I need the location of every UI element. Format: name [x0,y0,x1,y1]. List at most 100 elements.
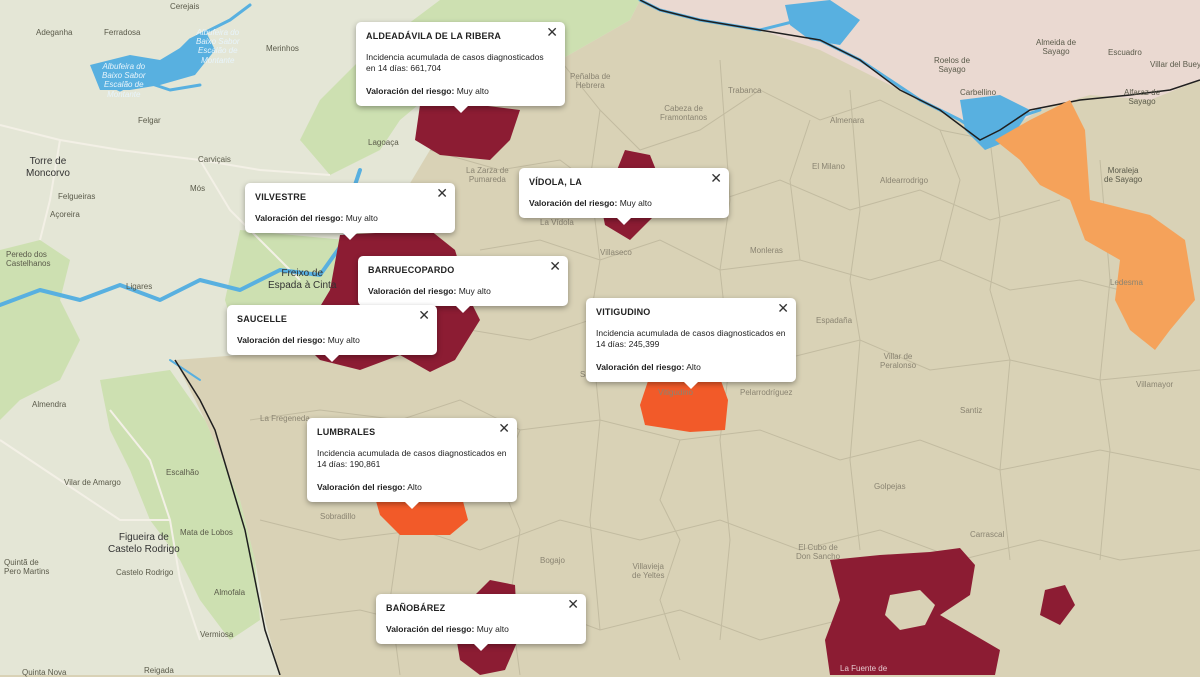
place-label: Almendra [32,400,67,409]
green-area-south [100,370,260,640]
north-land [640,0,1200,140]
popup-risk: Valoración del riesgo: Muy alto [368,285,491,296]
popup-tip [474,644,488,651]
popup-risk: Valoración del riesgo: Muy alto [529,197,652,208]
place-label: Vitigudino [658,388,693,397]
place-label: Villavieja de Yeltes [632,562,665,581]
place-label: Cabeza de Framontanos [660,104,708,123]
place-label: Monleras [750,246,783,255]
close-icon[interactable]: ✕ [498,420,510,436]
popup-vidola[interactable]: VÍDOLA, LA ✕ Valoración del riesgo: Muy … [519,168,729,225]
popup-title: SAUCELLE [237,314,288,324]
place-label: Quinta Nova [22,668,67,677]
place-label: Adeganha [36,28,73,37]
place-label: Felgueiras [58,192,96,201]
popup-title: BAÑOBÁREZ [386,603,446,613]
place-label: Villamayor [1136,380,1174,389]
place-label: Vermiosa [200,630,234,639]
popup-incidence: Incidencia acumulada de casos diagnostic… [317,447,507,469]
place-label: El Milano [812,162,845,171]
popup-vitigudino[interactable]: VITIGUDINO ✕ Incidencia acumulada de cas… [586,298,796,389]
close-icon[interactable]: ✕ [546,24,558,40]
place-label: Carrascal [970,530,1005,539]
border-line [174,359,281,675]
close-icon[interactable]: ✕ [549,258,561,274]
popup-incidence: Incidencia acumulada de casos diagnostic… [366,51,544,73]
popup-title: BARRUECOPARDO [368,265,455,275]
popup-barruecopardo[interactable]: BARRUECOPARDO ✕ Valoración del riesgo: M… [358,256,568,313]
place-label: Roelos de Sayago [934,56,971,75]
place-label: Villar de Peralonso [880,352,917,371]
popup-tip [456,306,470,313]
popup-saucelle[interactable]: SAUCELLE ✕ Valoración del riesgo: Muy al… [227,305,437,362]
place-label: Moraleja de Sayago [1104,166,1143,185]
place-label: Golpejas [874,482,906,491]
place-label: Espadaña [816,316,853,325]
place-label: La Fregeneda [260,414,310,423]
popup-banobarez[interactable]: BAÑOBÁREZ ✕ Valoración del riesgo: Muy a… [376,594,586,651]
popup-risk: Valoración del riesgo: Muy alto [255,212,378,223]
place-label: La Zarza de Pumareda [466,166,509,185]
green-area-west [0,240,80,420]
place-label: Carviçais [198,155,231,164]
popup-tip [405,502,419,509]
place-label: Mós [190,184,206,193]
place-label: Peñalba de Hebrera [570,72,611,91]
place-label: La Vídola [540,218,574,227]
place-label: Ferradosa [104,28,141,37]
close-icon[interactable]: ✕ [436,185,448,201]
popup-tip [454,106,468,113]
place-label: Castelo Rodrigo [116,568,174,577]
place-label: Vilar de Amargo [64,478,121,487]
popup-risk: Valoración del riesgo: Muy alto [366,85,489,96]
close-icon[interactable]: ✕ [567,596,579,612]
popup-title: VILVESTRE [255,192,307,202]
place-label: Carbellino [960,88,997,97]
place-label: Felgar [138,116,161,125]
place-label: La Fuente de [840,664,888,673]
area-southeast-hole [885,590,935,630]
area-vitigudino[interactable] [640,375,728,432]
popup-title: VITIGUDINO [596,307,651,317]
place-label-major: Figueira de Castelo Rodrigo [108,532,180,555]
place-label: Lagoaça [368,138,399,147]
close-icon[interactable]: ✕ [710,170,722,186]
popup-incidence: Incidencia acumulada de casos diagnostic… [596,327,786,349]
place-label: Ledesma [1110,278,1143,287]
place-label: Almeida de Sayago [1036,38,1077,57]
popup-aldeadavila[interactable]: ALDEADÁVILA DE LA RIBERA ✕ Incidencia ac… [356,22,565,113]
place-label: El Cubo de Don Sancho [796,543,841,562]
place-label: Mata de Lobos [180,528,233,537]
place-label: Merinhos [266,44,299,53]
close-icon[interactable]: ✕ [418,307,430,323]
popup-vilvestre[interactable]: VILVESTRE ✕ Valoración del riesgo: Muy a… [245,183,455,240]
popup-tip [617,218,631,225]
place-label: Alfaraz de Sayago [1124,88,1161,107]
place-label: Escalhão [166,468,199,477]
water-label: Albufeira do Baixo Sabor Escalão de Montant… [196,28,240,65]
place-label: Ligares [126,282,153,291]
place-label-major: Torre de Moncorvo [26,156,70,179]
water-label: Albufeira do Baixo Sabor Escalão de Montant… [102,62,146,99]
popup-lumbrales[interactable]: LUMBRALES ✕ Incidencia acumulada de caso… [307,418,517,509]
popup-title: ALDEADÁVILA DE LA RIBERA [366,31,502,41]
popup-tip [343,233,357,240]
place-label: Bogajo [540,556,565,565]
popup-title: LUMBRALES [317,427,376,437]
popup-risk: Valoración del riesgo: Alto [317,481,422,492]
place-label: Quintã de Pero Martins [4,558,50,577]
popup-risk: Valoración del riesgo: Muy alto [237,334,360,345]
place-label: Villaseco [600,248,632,257]
close-icon[interactable]: ✕ [777,300,789,316]
place-label: Villar del Buey [1150,60,1200,69]
place-label: Pelarrodríguez [740,388,793,397]
area-ledesma[interactable] [995,100,1195,350]
place-label: Escuadro [1108,48,1142,57]
popup-tip [325,355,339,362]
place-label: Reigada [144,666,174,675]
area-southeast-small[interactable] [1040,585,1075,625]
area-aldeadavila[interactable] [415,105,520,160]
place-label-major: Freixo de Espada à Cinta [268,268,337,291]
place-label: Almenara [830,116,865,125]
